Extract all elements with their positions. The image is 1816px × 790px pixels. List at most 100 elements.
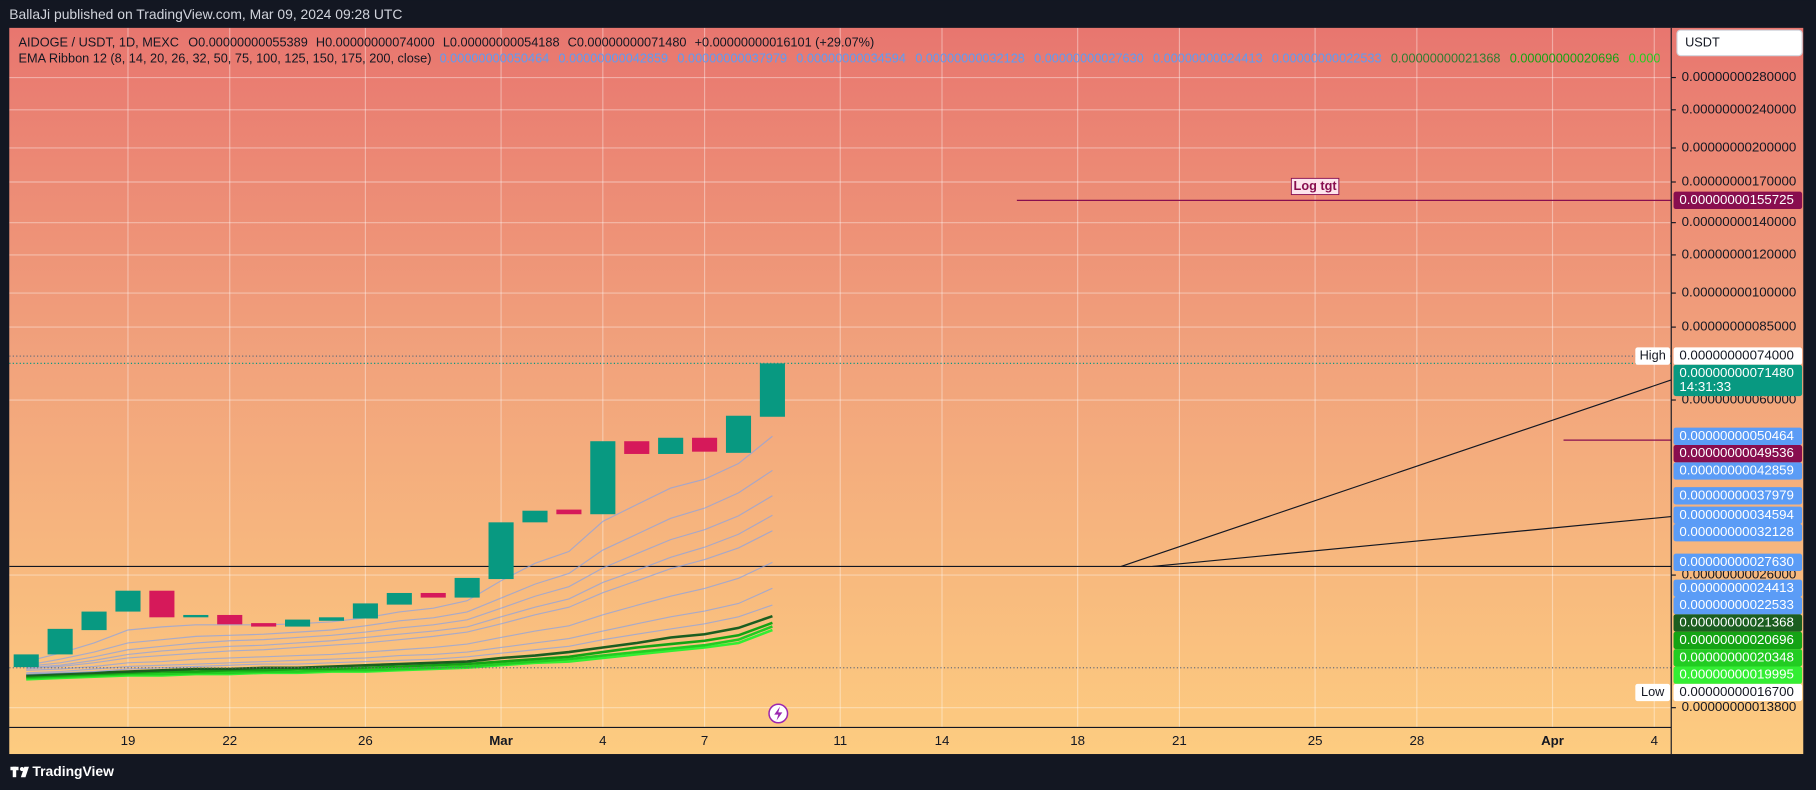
trend-line [1152,516,1672,567]
x-tick-label: 4 [599,733,606,748]
logo-part [19,767,25,772]
candle-body [81,611,107,631]
price-badge [1673,191,1803,210]
x-tick-label: 18 [1070,733,1085,748]
candle-body [692,437,718,452]
legend-ohlc-value: 0.00000000071480 [577,34,687,49]
price-badge [1673,427,1803,445]
legend-ribbon-value: 0.00000000021368 [1391,50,1501,65]
y-tick-label: 0.00000000085000 [1682,319,1797,334]
ribbon-line [26,530,773,670]
y-tick-label: 0.00000000200000 [1682,139,1797,154]
icon-bolt[interactable] [774,706,783,721]
x-tick-label: Apr [1541,733,1564,748]
legend-ribbon-value: 0.00000000027630 [1034,50,1144,65]
price-badge-label: 0.00000000022533 [1679,597,1794,612]
x-tick-label: 11 [833,733,847,748]
legend-ribbon-title: EMA Ribbon 12 (8, 14, 20, 26, 32, 50, 75… [19,50,432,65]
price-badge-label: 0.00000000037979 [1679,487,1794,502]
price-badge [1673,462,1803,480]
price-badge [1673,506,1803,524]
candle-body [217,614,243,625]
price-badge-name: Low [1641,684,1665,699]
brand-logo [10,766,29,778]
candle-body [183,614,209,618]
legend-ohlc-value: 0.00000000054188 [450,34,560,49]
legend-ohlc-value: 0.00000000074000 [325,34,435,49]
price-badge-label: 0.00000000050464 [1679,428,1794,443]
ribbon-line [26,621,773,678]
price-badge-label: 0.00000000021368 [1679,615,1794,630]
legend-ribbon-value: 0.00000000050464 [440,50,550,65]
legend: AIDOGE / USDT, 1D, MEXC O 0.00000000055389… [19,34,1660,65]
price-badge [1673,553,1803,572]
x-tick-label: 25 [1308,733,1323,748]
candle-body [13,654,39,668]
candle-body [556,509,582,515]
ribbon-line [26,614,773,677]
price-badge-label: 0.00000000074000 [1679,348,1794,363]
price-badge-label: 0.00000000020348 [1679,649,1794,664]
candle-body [420,592,446,598]
ribbon-line [26,514,773,669]
ribbon-line [26,604,773,675]
price-badge [1673,614,1803,632]
legend-ribbon-value: 0.00000000024413 [1153,50,1263,65]
price-badge-name-box [1635,683,1671,702]
price-badge-label: 0.00000000049536 [1679,445,1794,460]
candle-body [725,415,752,453]
currency-box[interactable] [1676,29,1803,57]
brand: TradingView [32,763,114,779]
x-tick-label: 21 [1172,733,1187,748]
trend-line [1120,379,1672,567]
candle-body [488,522,514,580]
level-text-box [1290,177,1340,196]
price-badge-label: 0.00000000155725 [1679,192,1794,207]
price-badge [1673,444,1803,463]
x-tick-label: Mar [489,733,513,748]
replay-icon[interactable] [768,703,789,724]
candle-body [251,623,277,627]
plot-background [9,27,1804,755]
legend-symbol: AIDOGE / USDT, 1D, MEXC [19,34,179,49]
legend-change: +0.00000000016101 (+29.07%) [695,34,875,49]
legend-ohlc-name: L [443,34,450,49]
legend-ribbon-value: 0.00000000020696 [1510,50,1620,65]
price-badge-label: 0.00000000042859 [1679,463,1794,478]
price-badge [1673,683,1803,702]
y-tick-label: 0.00000000100000 [1682,285,1797,300]
candle-body [454,577,480,598]
price-badge-label: 0.00000000034594 [1679,507,1794,522]
price-badge [1673,364,1803,397]
candle-body [658,437,684,454]
y-tick-label: 0.00000000140000 [1682,214,1797,229]
ribbon-line [26,469,773,666]
price-badge-name: High [1640,347,1666,362]
price-badge [1673,347,1803,365]
drawings [9,379,1672,567]
price-badge-label: 0.00000000024413 [1679,580,1794,595]
price-badge-label: 0.00000000020696 [1679,632,1794,647]
legend-ribbon-value: 0.00000000037979 [677,50,787,65]
price-badge-label: 0.00000000027630 [1679,554,1794,569]
price-badge [1673,487,1803,505]
price-badge-label: 0.00000000019995 [1679,667,1794,682]
ribbon-line [26,435,773,663]
level-text: Log tgt [1294,178,1338,193]
currency[interactable]: USDT [1685,34,1720,49]
price-badge [1673,666,1803,684]
candle-body [759,363,785,417]
price-badge [1673,579,1803,597]
price-badge [1673,649,1803,667]
y-tick-label: 0.00000000013800 [1682,699,1797,714]
price-badge [1673,631,1803,650]
candle-body [624,441,650,454]
x-tick-label: 14 [935,733,950,748]
grid [9,27,1672,728]
candle-body [352,603,378,619]
price-badge [1673,596,1803,615]
price-badge-label: 14:31:33 [1679,379,1731,394]
candle-body [318,617,345,621]
x-tick-label: 19 [121,733,136,748]
